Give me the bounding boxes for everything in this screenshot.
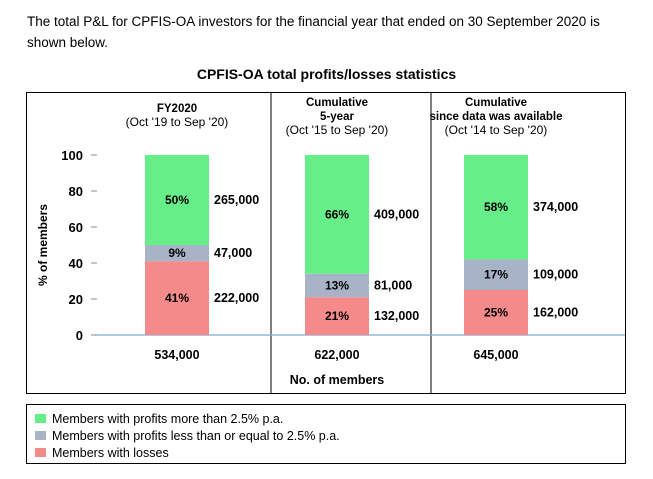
category-label: 5-year [320,111,354,123]
category-label: since data was available [430,111,563,123]
category-label: (Oct '15 to Sep '20) [286,123,389,137]
bar-count-label: 265,000 [214,193,259,207]
bar-percent-label: 9% [168,246,186,260]
category-label: Cumulative [465,97,527,109]
bar-percent-label: 66% [325,207,349,221]
bar-percent-label: 41% [165,291,189,305]
category-total-label: 622,000 [314,348,359,362]
bar-count-label: 409,000 [374,207,419,221]
legend-label-profits-below: Members with profits less than or equal … [52,429,340,443]
y-tick-label: 0 [76,328,83,343]
bar-percent-label: 58% [484,200,508,214]
category-label: (Oct '19 to Sep '20) [126,115,229,129]
legend-swatch-losses [35,448,46,457]
y-tick-label: 20 [69,292,83,307]
bar-segment [305,297,369,335]
bar-count-label: 222,000 [214,291,259,305]
bar-segment [145,155,209,245]
bar-percent-label: 25% [484,306,508,320]
chart-panel: 0 20 40 60 80 100 % of members FY2020 (Oct '19 t… [26,92,626,394]
chart-title: CPFIS-OA total profits/losses statistics [196,66,457,82]
stacked-bar-chart: 0 20 40 60 80 100 % of members FY2020(Oct '19 t… [36,93,625,393]
bar-percent-label: 21% [325,309,349,323]
bar-count-label: 109,000 [533,268,578,282]
legend-item-losses: Members with losses [35,445,169,461]
legend-item-profits-above: Members with profits more than 2.5% p.a. [35,411,283,427]
y-tick-label: 40 [69,256,83,271]
bar-segment [145,261,209,335]
y-tick-label: 60 [69,220,83,235]
y-axis-label: % of members [36,204,50,286]
bar-percent-label: 50% [165,193,189,207]
category-label: FY2020 [157,103,197,115]
bar-segment [305,155,369,274]
bar-count-label: 374,000 [533,200,578,214]
y-tick-label: 80 [69,184,83,199]
bar-percent-label: 17% [484,268,508,282]
intro-text: The total P&L for CPFIS-OA investors for… [27,14,600,50]
bar-percent-label: 13% [325,279,349,293]
legend-swatch-profits-below [35,431,46,440]
legend-label-profits-above: Members with profits more than 2.5% p.a. [52,412,284,426]
bar-count-label: 132,000 [374,309,419,323]
bar-segment [145,245,209,262]
bar-count-label: 47,000 [214,246,252,260]
bar-segment [464,155,528,260]
legend-swatch-profits-above [35,414,46,423]
bar-segment [464,290,528,335]
bar-segment [305,273,369,298]
bar-segment [464,259,528,290]
category-label: Cumulative [306,97,368,109]
legend-item-profits-below: Members with profits less than or equal … [35,428,340,444]
y-tick-label: 100 [61,148,83,163]
legend: Members with profits more than 2.5% p.a.… [26,404,626,464]
bar-count-label: 162,000 [533,306,578,320]
x-axis-label: No. of members [290,373,385,387]
category-total-label: 645,000 [473,348,518,362]
category-total-label: 534,000 [154,348,199,362]
category-label: (Oct '14 to Sep '20) [445,123,548,137]
legend-label-losses: Members with losses [52,446,169,460]
bar-count-label: 81,000 [374,279,412,293]
